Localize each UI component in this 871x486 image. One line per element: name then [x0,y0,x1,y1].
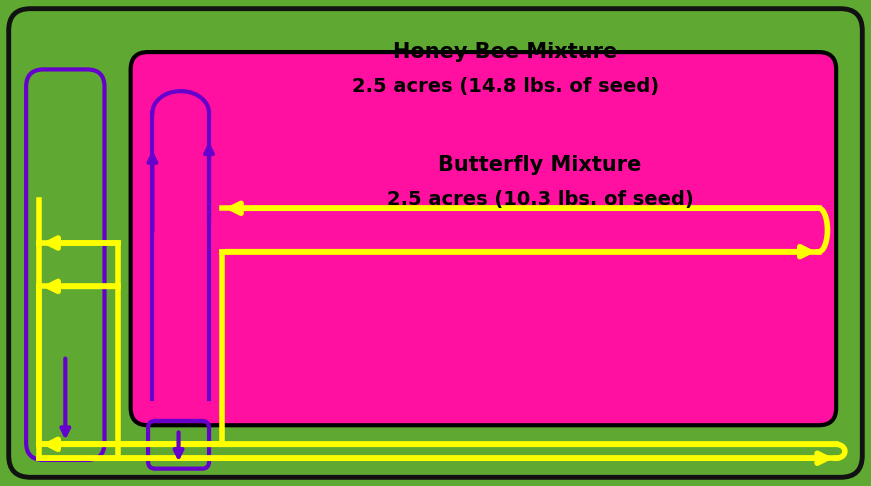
Text: 2.5 acres (10.3 lbs. of seed): 2.5 acres (10.3 lbs. of seed) [387,190,693,209]
Text: 2.5 acres (14.8 lbs. of seed): 2.5 acres (14.8 lbs. of seed) [352,77,658,96]
FancyBboxPatch shape [131,52,836,425]
Text: Butterfly Mixture: Butterfly Mixture [438,155,642,175]
FancyBboxPatch shape [9,9,862,477]
Text: Honey Bee Mixture: Honey Bee Mixture [393,42,618,62]
